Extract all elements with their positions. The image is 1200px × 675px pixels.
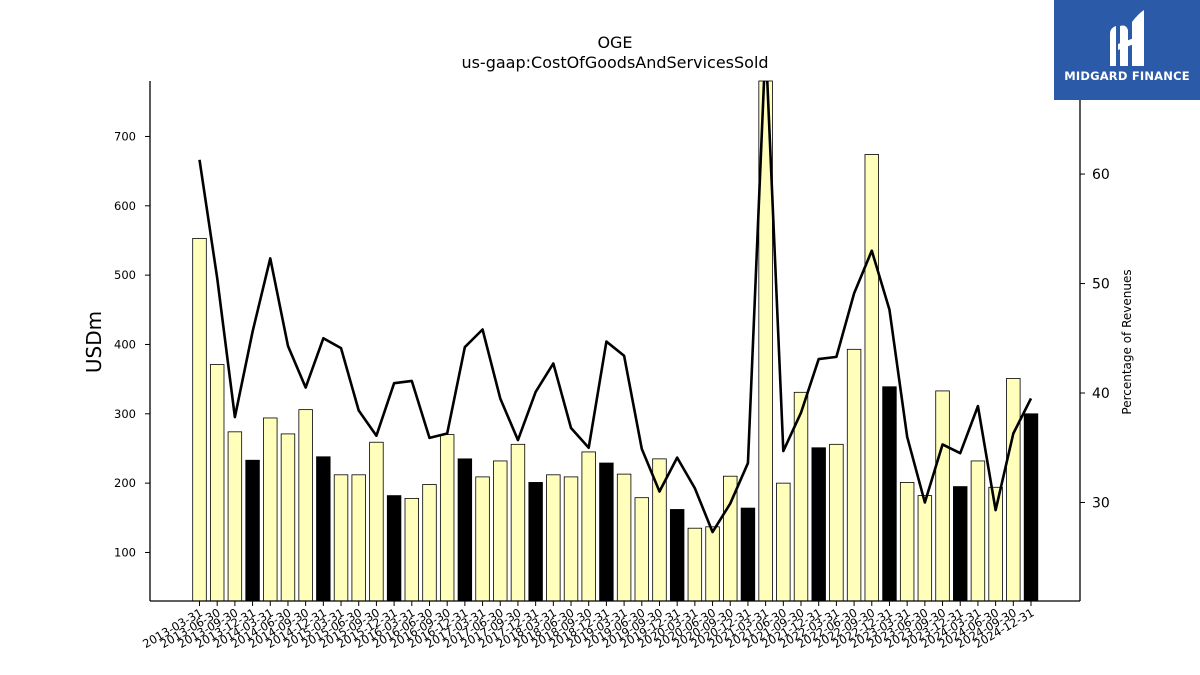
bar-2019-12-31	[669, 509, 685, 602]
bar-2013-12-31	[245, 459, 260, 602]
bar-2021-12-31	[811, 447, 826, 602]
bar-2015-12-31	[386, 495, 402, 602]
chart-subtitle: us-gaap:CostOfGoodsAndServicesSold	[461, 53, 768, 72]
bar-2022-03-31	[829, 443, 844, 602]
y-tick-label: 500	[114, 268, 136, 282]
bar-2015-09-30	[369, 441, 384, 602]
y-tick-label: 400	[114, 337, 136, 351]
logo-text: MIDGARD FINANCE	[1064, 69, 1190, 83]
y-axis-right-label: Percentage of Revenues	[1120, 269, 1134, 414]
bar-2018-03-31	[546, 474, 561, 602]
y-right-tick-label: 50	[1092, 277, 1110, 293]
y-tick-label: 100	[114, 545, 136, 559]
bar-2018-06-30	[563, 476, 579, 602]
bar-2016-09-30	[439, 434, 455, 602]
bar-2020-03-31	[687, 527, 703, 602]
bar-2014-12-31	[316, 456, 331, 602]
bar-series	[192, 80, 1039, 602]
bar-2023-06-30	[917, 495, 933, 602]
percentage-line-series	[198, 81, 1033, 534]
bar-2017-12-31	[528, 482, 543, 602]
bar-2014-06-30	[280, 433, 296, 602]
bar-2018-09-30	[581, 451, 596, 602]
y-axis-ticks: 100 200 300 400 500 600 700	[114, 129, 150, 559]
y-tick-label: 300	[114, 407, 136, 421]
y-tick-label: 700	[114, 129, 136, 143]
bar-2024-03-31	[970, 460, 986, 602]
bar-2014-09-30	[298, 409, 313, 602]
y-right-tick-label: 60	[1092, 167, 1110, 183]
bar-2019-06-30	[634, 497, 649, 602]
bar-2022-09-30	[864, 154, 879, 602]
bar-2022-12-31	[882, 386, 897, 602]
y-right-tick-label: 30	[1092, 495, 1110, 511]
bar-2019-03-31	[616, 473, 632, 602]
chart-title: OGE	[597, 33, 632, 52]
bar-2016-06-30	[422, 484, 437, 602]
bar-2016-03-31	[404, 497, 420, 602]
x-axis-ticks: 2013-03-312013-06-302013-09-302013-12-31…	[140, 601, 1037, 651]
midgard-finance-logo: MIDGARD FINANCE	[1054, 0, 1200, 100]
percentage-line	[198, 81, 1033, 534]
bar-2017-06-30	[493, 460, 508, 602]
bar-2022-06-30	[846, 348, 862, 602]
y-axis-right-ticks: 30 40 50 60	[1080, 167, 1110, 511]
bar-2018-12-31	[599, 462, 614, 602]
bar-2016-12-31	[457, 458, 473, 602]
bar-2024-09-30	[1006, 378, 1021, 602]
bar-2015-06-30	[351, 474, 366, 602]
bar-2023-03-31	[899, 482, 915, 602]
bar-2023-09-30	[935, 390, 950, 602]
bar-2015-03-31	[333, 474, 349, 602]
y-axis-label: USDm	[82, 311, 106, 373]
bar-2020-12-31	[740, 507, 756, 602]
bar-2024-12-31	[1023, 413, 1039, 602]
bar-2020-06-30	[705, 526, 720, 602]
bar-2013-09-30	[227, 431, 243, 602]
bar-2013-03-31	[192, 237, 207, 602]
bar-2017-09-30	[510, 443, 526, 602]
y-tick-label: 600	[114, 199, 136, 213]
y-right-tick-label: 40	[1092, 386, 1110, 402]
bar-2023-12-31	[953, 486, 968, 602]
bar-2013-06-30	[209, 364, 225, 602]
bar-2014-03-31	[263, 417, 278, 602]
logo-mark-icon	[1110, 10, 1144, 66]
bar-2017-03-31	[475, 476, 490, 602]
y-tick-label: 200	[114, 476, 136, 490]
bar-2021-06-30	[776, 482, 791, 602]
